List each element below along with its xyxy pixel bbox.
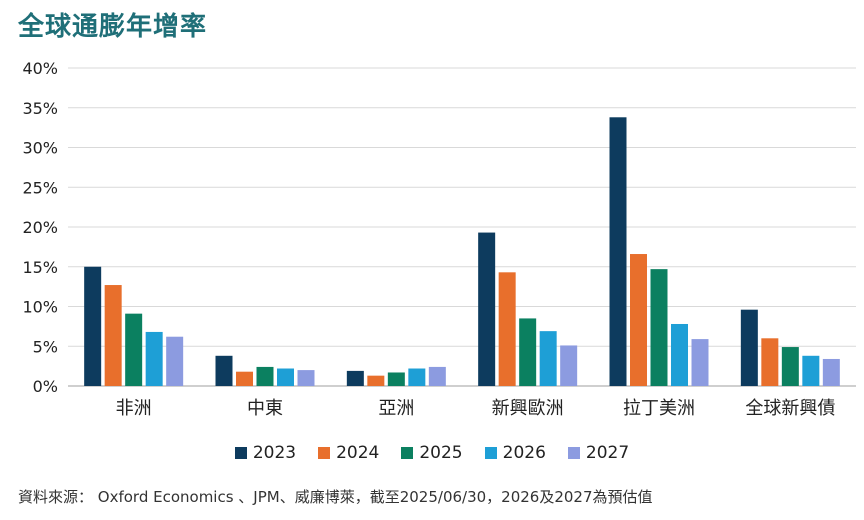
- x-tick-label: 中東: [247, 398, 283, 419]
- y-tick-label: 40%: [22, 59, 58, 78]
- legend-item: 2024: [318, 443, 379, 463]
- x-tick-label: 全球新興債: [745, 398, 835, 419]
- x-tick-label: 拉丁美洲: [623, 398, 695, 419]
- legend-item: 2023: [234, 443, 297, 463]
- bar-2026-4: [671, 323, 688, 386]
- legend-item: 2025: [401, 443, 463, 463]
- bar-2023-3: [478, 232, 496, 386]
- legend-item: 2026: [484, 443, 546, 463]
- y-tick-label: 30%: [22, 139, 58, 158]
- bar-2027-5: [822, 358, 840, 386]
- bar-2026-5: [802, 355, 820, 386]
- bar-2027-2: [428, 366, 446, 386]
- legend-label: 2025: [419, 443, 463, 463]
- bar-2025-1: [256, 366, 274, 386]
- bar-2023-4: [609, 117, 627, 386]
- legend-swatch: [567, 447, 580, 459]
- bar-2025-3: [519, 318, 537, 386]
- legend-label: 2027: [585, 443, 630, 463]
- bar-2025-4: [650, 269, 668, 386]
- y-tick-label: 0%: [33, 377, 58, 396]
- y-tick-label: 25%: [22, 178, 58, 197]
- bar-2027-3: [560, 345, 578, 386]
- bar-2024-5: [761, 338, 779, 386]
- bar-2024-4: [630, 254, 647, 386]
- x-tick-label: 新興歐洲: [492, 398, 564, 419]
- bar-2026-1: [277, 368, 294, 386]
- legend-item: 2027: [567, 443, 630, 463]
- bar-2023-0: [84, 266, 102, 386]
- legend-swatch: [318, 447, 331, 459]
- bar-2024-2: [367, 375, 385, 386]
- bar-2027-0: [166, 336, 184, 386]
- legend-swatch: [401, 447, 414, 459]
- legend-swatch: [234, 447, 247, 459]
- y-tick-label: 15%: [22, 258, 58, 277]
- bar-2026-3: [539, 331, 557, 386]
- legend-label: 2026: [502, 443, 546, 463]
- legend-label: 2024: [336, 443, 380, 463]
- x-tick-label: 亞洲: [378, 398, 414, 419]
- chart-title: 全球通膨年增率: [18, 12, 208, 42]
- bar-2027-4: [691, 339, 709, 386]
- legend-swatch: [484, 447, 497, 459]
- source-note: 資料來源： Oxford Economics 、JPM、威廉博萊，截至2025/…: [18, 488, 653, 506]
- bar-2023-1: [215, 355, 233, 386]
- y-tick-label: 35%: [22, 99, 58, 118]
- bar-2026-2: [408, 368, 426, 386]
- bar-2023-5: [740, 309, 758, 386]
- bar-2024-1: [236, 371, 253, 386]
- bar-2025-2: [387, 372, 405, 386]
- bar-2024-0: [104, 285, 122, 386]
- bar-chart: 0% 5% 10% 15% 20% 25% 30% 35% 40% 非洲 中東 亞洲 新興歐洲 拉丁美洲 全…: [22, 59, 856, 419]
- bar-2025-0: [125, 313, 143, 386]
- bar-2023-2: [346, 370, 364, 386]
- x-tick-label: 非洲: [116, 398, 152, 419]
- bar-2024-3: [498, 272, 516, 386]
- bar-2025-5: [781, 347, 799, 386]
- y-tick-label: 5%: [33, 337, 58, 356]
- legend: 2023 2024 2025 2026 2027: [0, 443, 864, 463]
- y-tick-label: 20%: [22, 218, 58, 237]
- legend-label: 2023: [252, 443, 297, 463]
- bar-2026-0: [145, 331, 163, 386]
- bar-2027-1: [297, 370, 315, 386]
- y-tick-label: 10%: [22, 298, 58, 317]
